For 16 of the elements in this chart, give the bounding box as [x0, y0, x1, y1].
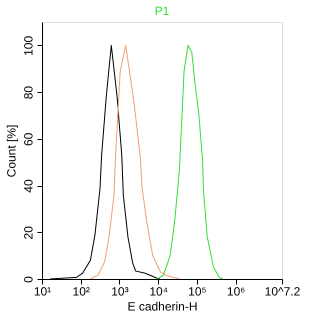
y-tick-label: 20 [22, 226, 36, 240]
y-tick-label: 0 [22, 276, 36, 283]
x-tick-label: 10⁵ [188, 284, 207, 298]
x-tick-label: 10³ [111, 284, 129, 298]
x-tick-label: 10⁶ [226, 284, 246, 298]
y-tick-label: 40 [22, 179, 36, 193]
x-tick-label: 10² [72, 284, 90, 298]
x-tick-label: 10^7.2 [264, 284, 301, 298]
y-tick-label: 100 [22, 36, 36, 56]
x-tick-label: 10⁴ [149, 284, 168, 298]
x-axis-title: E cadherin-H [127, 300, 198, 314]
x-tick-label: 10¹ [34, 284, 52, 298]
chart-title: P1 [154, 4, 170, 18]
y-tick-label: 80 [22, 86, 36, 100]
y-axis-title: Count [%] [4, 124, 18, 178]
y-tick-label: 60 [22, 132, 36, 146]
